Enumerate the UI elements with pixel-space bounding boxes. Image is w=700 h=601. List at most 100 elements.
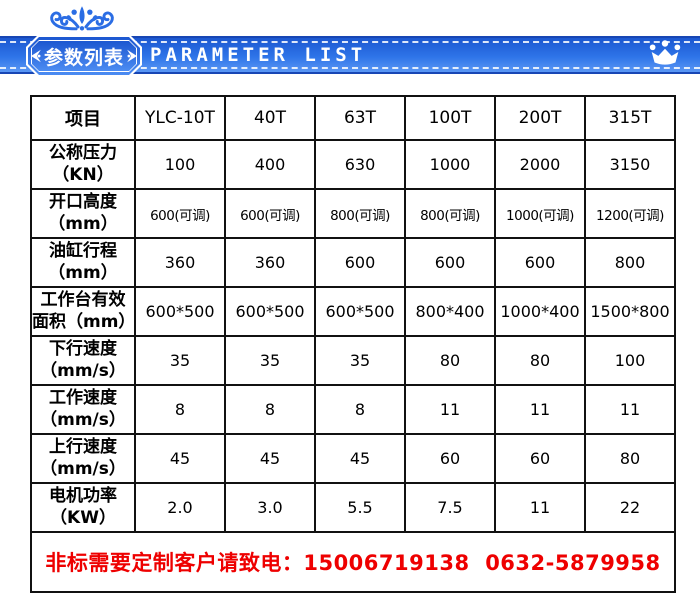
- column-header-model: 40T: [224, 95, 316, 141]
- table-cell: 600: [314, 237, 406, 288]
- table-row: 开口高度 （mm） 600(可调) 600(可调) 800(可调) 800(可调) 1000…: [30, 188, 676, 239]
- table-cell: 600(可调): [224, 188, 316, 239]
- row-label: 工作台有效 面积（mm）: [30, 286, 136, 337]
- stitch-line-top: [0, 41, 700, 43]
- row-label-line1: 油缸行程: [49, 241, 117, 262]
- column-header-model: YLC-10T: [134, 95, 226, 141]
- table-cell: 5.5: [314, 482, 406, 533]
- row-label: 电机功率 （KW）: [30, 482, 136, 533]
- table-cell: 360: [134, 237, 226, 288]
- table-cell: 8: [224, 384, 316, 435]
- table-cell: 11: [494, 482, 586, 533]
- table-cell: 80: [584, 433, 676, 484]
- badge-label: 参数列表: [43, 46, 124, 69]
- table-cell: 3.0: [224, 482, 316, 533]
- table-cell: 600(可调): [134, 188, 226, 239]
- table-cell: 8: [134, 384, 226, 435]
- parameter-list-badge: 参数列表: [26, 35, 142, 77]
- table-cell: 800(可调): [404, 188, 496, 239]
- row-label-line2: （mm）: [48, 213, 118, 234]
- table-cell: 1500*800: [584, 286, 676, 337]
- table-row: 公称压力 （KN） 100 400 630 1000 2000 3150: [30, 139, 676, 190]
- table-cell: 600*500: [224, 286, 316, 337]
- row-label: 上行速度 （mm/s）: [30, 433, 136, 484]
- crown-flourish-ornament: [33, 5, 131, 37]
- table-cell: 800(可调): [314, 188, 406, 239]
- table-cell: 1000(可调): [494, 188, 586, 239]
- table-cell: 100: [134, 139, 226, 190]
- table-row: 油缸行程 （mm） 360 360 600 600 600 800: [30, 237, 676, 288]
- table-cell: 8: [314, 384, 406, 435]
- table-cell: 3150: [584, 139, 676, 190]
- table-row: 电机功率 （KW） 2.0 3.0 5.5 7.5 11 22: [30, 482, 676, 533]
- row-label-line2: （mm）: [48, 262, 118, 283]
- table-cell: 800: [584, 237, 676, 288]
- table-cell: 35: [314, 335, 406, 386]
- column-header-model: 200T: [494, 95, 586, 141]
- row-label-line1: 公称压力: [49, 143, 117, 164]
- badge-fill-inner: [32, 41, 136, 71]
- crown-icon: [646, 40, 684, 71]
- contact-phone-text: 非标需要定制客户请致电：15006719138 0632-5879958: [30, 531, 676, 593]
- table-cell: 80: [494, 335, 586, 386]
- row-label-line2: （mm/s）: [40, 409, 126, 430]
- column-header-item: 项目: [30, 95, 136, 141]
- badge-content: 参数列表: [26, 35, 142, 77]
- table-cell: 22: [584, 482, 676, 533]
- table-cell: 400: [224, 139, 316, 190]
- table-row: 下行速度 （mm/s） 35 35 35 80 80 100: [30, 335, 676, 386]
- column-header-model: 315T: [584, 95, 676, 141]
- table-cell: 2000: [494, 139, 586, 190]
- table-row: 上行速度 （mm/s） 45 45 45 60 60 80: [30, 433, 676, 484]
- wing-ornament-left-icon: [31, 49, 41, 63]
- table-cell: 1000*400: [494, 286, 586, 337]
- table-cell: 1000: [404, 139, 496, 190]
- row-label-line1: 开口高度: [49, 192, 117, 213]
- table-cell: 600*500: [314, 286, 406, 337]
- row-label-line1: 下行速度: [49, 339, 117, 360]
- column-header-model: 63T: [314, 95, 406, 141]
- table-cell: 45: [224, 433, 316, 484]
- table-cell: 45: [134, 433, 226, 484]
- table-cell: 60: [404, 433, 496, 484]
- table-cell: 100: [584, 335, 676, 386]
- wing-ornament-right-icon: [127, 49, 137, 63]
- row-label-line1: 电机功率: [49, 486, 117, 507]
- row-label-line2: （mm/s）: [40, 360, 126, 381]
- table-cell: 11: [494, 384, 586, 435]
- table-cell: 60: [494, 433, 586, 484]
- row-label-line2: （mm/s）: [40, 458, 126, 479]
- table-cell: 45: [314, 433, 406, 484]
- table-cell: 800*400: [404, 286, 496, 337]
- row-label: 下行速度 （mm/s）: [30, 335, 136, 386]
- table-cell: 2.0: [134, 482, 226, 533]
- parameter-table: 项目 YLC-10T 40T 63T 100T 200T 315T 公称压力 （KN） 100 4…: [30, 95, 676, 593]
- table-header-row: 项目 YLC-10T 40T 63T 100T 200T 315T: [30, 95, 676, 141]
- crown-flourish-icon: [50, 6, 114, 31]
- row-label-line2: （KN）: [52, 164, 114, 185]
- row-label-line2: 面积（mm）: [32, 311, 135, 332]
- row-label: 公称压力 （KN）: [30, 139, 136, 190]
- table-cell: 11: [584, 384, 676, 435]
- table-cell: 11: [404, 384, 496, 435]
- table-cell: 600: [494, 237, 586, 288]
- row-label: 油缸行程 （mm）: [30, 237, 136, 288]
- table-cell: 360: [224, 237, 316, 288]
- table-cell: 35: [224, 335, 316, 386]
- table-cell: 35: [134, 335, 226, 386]
- page-title: PARAMETER LIST: [150, 44, 367, 66]
- column-header-model: 100T: [404, 95, 496, 141]
- stitch-line-bottom: [0, 67, 700, 69]
- table-cell: 600*500: [134, 286, 226, 337]
- row-label: 工作速度 （mm/s）: [30, 384, 136, 435]
- row-label-line1: 工作台有效: [40, 290, 126, 311]
- param-table-body: 公称压力 （KN） 100 400 630 1000 2000 3150 开口高度 （mm） 600…: [30, 139, 676, 533]
- row-label: 开口高度 （mm）: [30, 188, 136, 239]
- table-cell: 1200(可调): [584, 188, 676, 239]
- table-cell: 7.5: [404, 482, 496, 533]
- table-cell: 630: [314, 139, 406, 190]
- row-label-line1: 工作速度: [49, 388, 117, 409]
- table-footer-row: 非标需要定制客户请致电：15006719138 0632-5879958: [30, 531, 676, 593]
- table-row: 工作速度 （mm/s） 8 8 8 11 11 11: [30, 384, 676, 435]
